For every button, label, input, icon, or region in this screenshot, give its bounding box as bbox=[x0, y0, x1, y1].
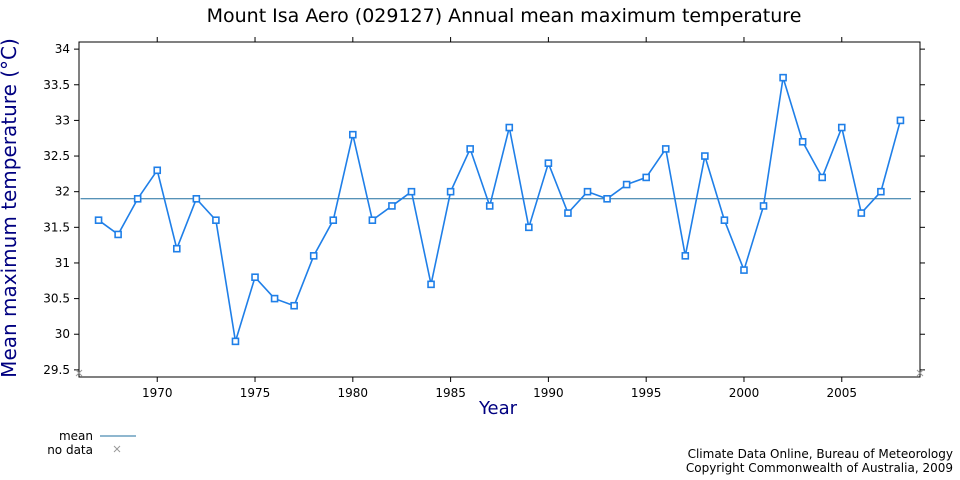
data-point bbox=[857, 209, 866, 217]
y-axis-label: Mean maximum temperature (°C) bbox=[0, 38, 21, 378]
data-point bbox=[466, 145, 474, 153]
x-tick-label: 2005 bbox=[826, 386, 857, 400]
data-point bbox=[818, 173, 827, 182]
data-point bbox=[544, 159, 553, 167]
y-tick-label: 30.5 bbox=[43, 292, 70, 306]
y-tick-label: 32 bbox=[55, 185, 70, 199]
data-point bbox=[388, 202, 396, 210]
data-point bbox=[622, 180, 631, 189]
no-data-marker bbox=[75, 369, 83, 377]
x-tick-label: 1970 bbox=[142, 386, 173, 400]
credit-line-1: Climate Data Online, Bureau of Meteorolo… bbox=[688, 447, 953, 461]
data-point bbox=[583, 187, 592, 196]
x-axis: 1970 1975 1980 1985 1990 1995 2000 2005 bbox=[142, 37, 857, 400]
data-point bbox=[368, 216, 377, 224]
data-point bbox=[192, 195, 201, 203]
data-point bbox=[153, 166, 162, 175]
data-point bbox=[896, 116, 905, 125]
data-point bbox=[701, 152, 709, 160]
y-tick-label: 30 bbox=[55, 327, 70, 341]
y-tick-label: 32.5 bbox=[43, 149, 70, 163]
data-point bbox=[877, 187, 885, 196]
data-point bbox=[290, 301, 298, 310]
data-point bbox=[661, 145, 670, 153]
data-point bbox=[720, 216, 729, 224]
data-point bbox=[779, 73, 787, 82]
data-point bbox=[212, 216, 220, 224]
data-point bbox=[251, 273, 259, 282]
credit-line-2: Copyright Commonwealth of Australia, 200… bbox=[686, 461, 953, 475]
data-point bbox=[349, 130, 357, 139]
x-tick-label: 1985 bbox=[435, 386, 466, 400]
y-tick-label: 33 bbox=[55, 113, 70, 127]
x-tick-label: 1980 bbox=[338, 386, 369, 400]
x-tick-label: 1990 bbox=[533, 386, 564, 400]
data-point bbox=[759, 202, 768, 210]
data-point bbox=[172, 244, 181, 253]
data-point bbox=[837, 123, 846, 132]
legend: mean no data bbox=[47, 429, 136, 457]
y-tick-label: 29.5 bbox=[43, 363, 70, 377]
y-tick-label: 33.5 bbox=[43, 78, 70, 92]
data-point bbox=[309, 252, 318, 260]
plot-content bbox=[75, 73, 924, 377]
data-point bbox=[564, 209, 572, 217]
data-point bbox=[94, 216, 103, 224]
x-axis-label: Year bbox=[478, 398, 518, 419]
data-point bbox=[798, 137, 807, 146]
y-tick-label: 31.5 bbox=[43, 220, 70, 234]
data-point bbox=[681, 252, 690, 260]
x-tick-label: 2000 bbox=[729, 386, 760, 400]
y-axis: 29.5 30 30.5 31 31.5 32 32.5 33 33.5 34 bbox=[43, 42, 925, 377]
legend-label-mean: mean bbox=[59, 429, 93, 443]
y-tick-label: 31 bbox=[55, 256, 70, 270]
chart-title: Mount Isa Aero (029127) Annual mean maxi… bbox=[207, 5, 802, 27]
data-point bbox=[485, 202, 494, 210]
data-point bbox=[427, 280, 435, 289]
data-point bbox=[740, 266, 748, 274]
no-data-marker bbox=[916, 369, 924, 377]
data-point bbox=[114, 230, 122, 239]
data-point bbox=[642, 173, 650, 182]
legend-label-no-data: no data bbox=[47, 443, 93, 457]
data-point bbox=[505, 123, 514, 132]
data-point bbox=[270, 294, 279, 303]
data-point bbox=[133, 195, 142, 203]
y-tick-label: 34 bbox=[55, 42, 70, 56]
data-point bbox=[525, 223, 533, 232]
series-line bbox=[98, 77, 902, 342]
data-point bbox=[407, 187, 416, 196]
data-point bbox=[329, 216, 338, 224]
data-point bbox=[231, 337, 240, 346]
x-tick-label: 1975 bbox=[240, 386, 271, 400]
x-tick-label: 1995 bbox=[631, 386, 662, 400]
data-point bbox=[603, 195, 611, 203]
data-point bbox=[446, 187, 455, 196]
legend-swatch-no-data bbox=[113, 445, 121, 453]
